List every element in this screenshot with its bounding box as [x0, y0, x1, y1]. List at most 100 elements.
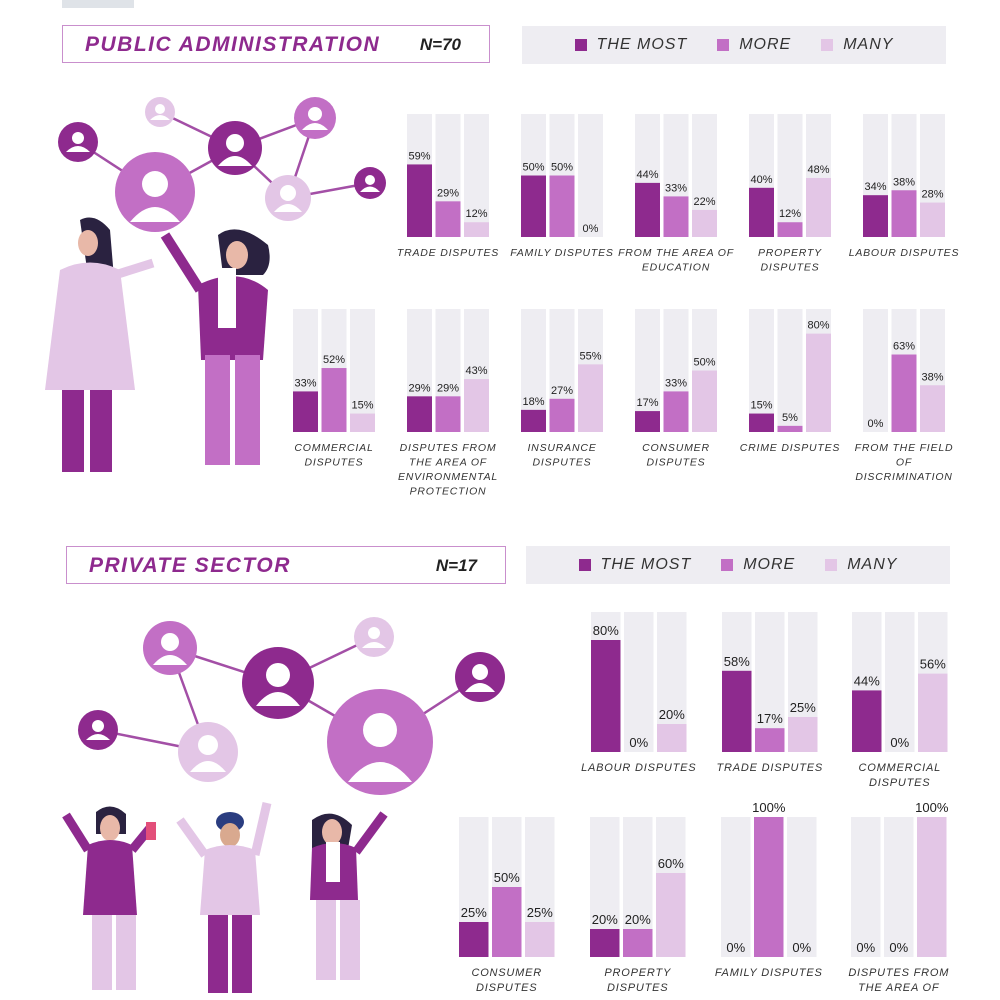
category-label: TRADE DISPUTES — [716, 762, 823, 774]
bar-more — [755, 728, 785, 752]
data-label: 12% — [465, 208, 487, 220]
legend-label-many: MANY — [847, 556, 898, 573]
chart-group: 40% 12% 48% PROPERTY DISPUTES — [749, 114, 831, 274]
legend-label-most: THE MOST — [600, 556, 692, 573]
bar-more — [492, 887, 522, 957]
data-label: 17% — [636, 397, 658, 409]
data-label: 27% — [551, 385, 573, 397]
data-label: 0% — [889, 940, 908, 955]
bar-more — [435, 201, 461, 237]
data-label: 40% — [750, 174, 772, 186]
bar-many — [806, 333, 831, 432]
data-label: 100% — [915, 800, 949, 815]
data-label: 34% — [864, 181, 886, 193]
bar-many — [657, 724, 687, 752]
data-label: 80% — [807, 320, 829, 332]
data-label: 15% — [351, 400, 373, 412]
data-label: 22% — [693, 196, 715, 208]
bar-many — [692, 209, 717, 237]
category-label: TRADE DISPUTES — [397, 247, 499, 259]
data-label: 0% — [726, 940, 745, 955]
category-label: DISPUTES FROM THE AREA OF ENVIRONMENTAL PRO… — [398, 442, 498, 498]
chart-group: 33% 52% 15% COMMERCIAL DISPUTES — [293, 309, 375, 469]
legend-item-most: THE MOST — [574, 36, 688, 54]
data-label: 50% — [551, 162, 573, 174]
bar-many — [692, 370, 717, 432]
bar-many — [806, 177, 831, 237]
data-label: 28% — [921, 189, 943, 201]
data-label: 50% — [522, 162, 544, 174]
legend-item-more: MORE — [717, 36, 791, 54]
bar-most — [863, 195, 888, 237]
data-label: 0% — [583, 223, 599, 235]
bar-many — [917, 817, 947, 957]
data-label: 80% — [593, 623, 619, 638]
chart-group: 29% 29% 43% DISPUTES FROM THE AREA OF ENVIRON… — [398, 309, 498, 498]
category-label: FAMILY DISPUTES — [510, 247, 613, 259]
bar-track — [863, 309, 888, 432]
category-label: INSURANCE DISPUTES — [527, 442, 596, 469]
category-label: COMMERCIAL DISPUTES — [858, 762, 941, 789]
legend-item-many: MANY — [825, 556, 897, 574]
bar-more — [754, 817, 784, 957]
bar-track — [721, 817, 751, 957]
data-label: 0% — [629, 735, 648, 750]
data-label: 33% — [665, 182, 687, 194]
data-label: 5% — [782, 412, 798, 424]
data-label: 50% — [693, 357, 715, 369]
avatar-network-nodes-public — [58, 97, 386, 232]
bar-many — [788, 717, 818, 752]
bar-most — [852, 690, 882, 752]
top-tab-decoration — [62, 0, 134, 8]
data-label: 29% — [437, 187, 459, 199]
legend-swatch-many — [821, 39, 834, 51]
data-label: 38% — [893, 176, 915, 188]
data-label: 20% — [659, 707, 685, 722]
bar-more — [777, 425, 803, 432]
data-label: 60% — [658, 856, 684, 871]
data-label: 25% — [461, 905, 487, 920]
chart-group: 80% 0% 20% LABOUR DISPUTES — [581, 612, 696, 774]
chart-group: 58% 17% 25% TRADE DISPUTES — [716, 612, 823, 774]
bar-more — [891, 354, 917, 432]
data-label: 33% — [294, 377, 316, 389]
category-label: LABOUR DISPUTES — [849, 247, 960, 259]
legend-label-most: THE MOST — [596, 36, 688, 53]
bar-more — [663, 391, 689, 432]
legend-swatch-most — [574, 39, 587, 51]
section-title-box-private: PRIVATE SECTOR N=17 — [66, 546, 506, 584]
legend-label-many: MANY — [843, 36, 894, 53]
bar-more — [663, 196, 689, 237]
bar-most — [407, 396, 432, 432]
bar-many — [920, 202, 945, 237]
data-label: 25% — [527, 905, 553, 920]
data-label: 12% — [779, 208, 801, 220]
bar-most — [521, 175, 546, 237]
chart-group: 0% 100% 0% FAMILY DISPUTES — [715, 800, 822, 979]
chart-group: 0% 63% 38% FROM THE FIELD OF DISCRIMINATION — [855, 309, 953, 483]
data-label: 33% — [665, 377, 687, 389]
bar-most — [590, 929, 620, 957]
sample-size-public: N=70 — [419, 35, 461, 54]
legend-swatch-many — [825, 559, 838, 571]
legend-swatch-more — [717, 39, 730, 51]
section-title-public: PUBLIC ADMINISTRATION — [85, 33, 381, 56]
cheering-people-illustration — [62, 801, 388, 993]
category-label: FROM THE AREA OF EDUCATION — [618, 247, 734, 274]
legend-item-more: MORE — [721, 556, 795, 574]
bar-track — [885, 612, 915, 752]
category-label: LABOUR DISPUTES — [581, 762, 696, 774]
chart-group: 15% 5% 80% CRIME DISPUTES — [740, 309, 839, 454]
bar-many — [578, 364, 603, 432]
bar-track — [578, 114, 603, 237]
legend-label-more: MORE — [739, 36, 792, 53]
bar-many — [525, 922, 555, 957]
bar-many — [464, 222, 489, 237]
data-label: 48% — [807, 164, 829, 176]
data-label: 20% — [592, 912, 618, 927]
category-label: CONSUMER DISPUTES — [642, 442, 710, 469]
bar-track — [777, 309, 803, 432]
legend-item-most: THE MOST — [578, 556, 692, 574]
